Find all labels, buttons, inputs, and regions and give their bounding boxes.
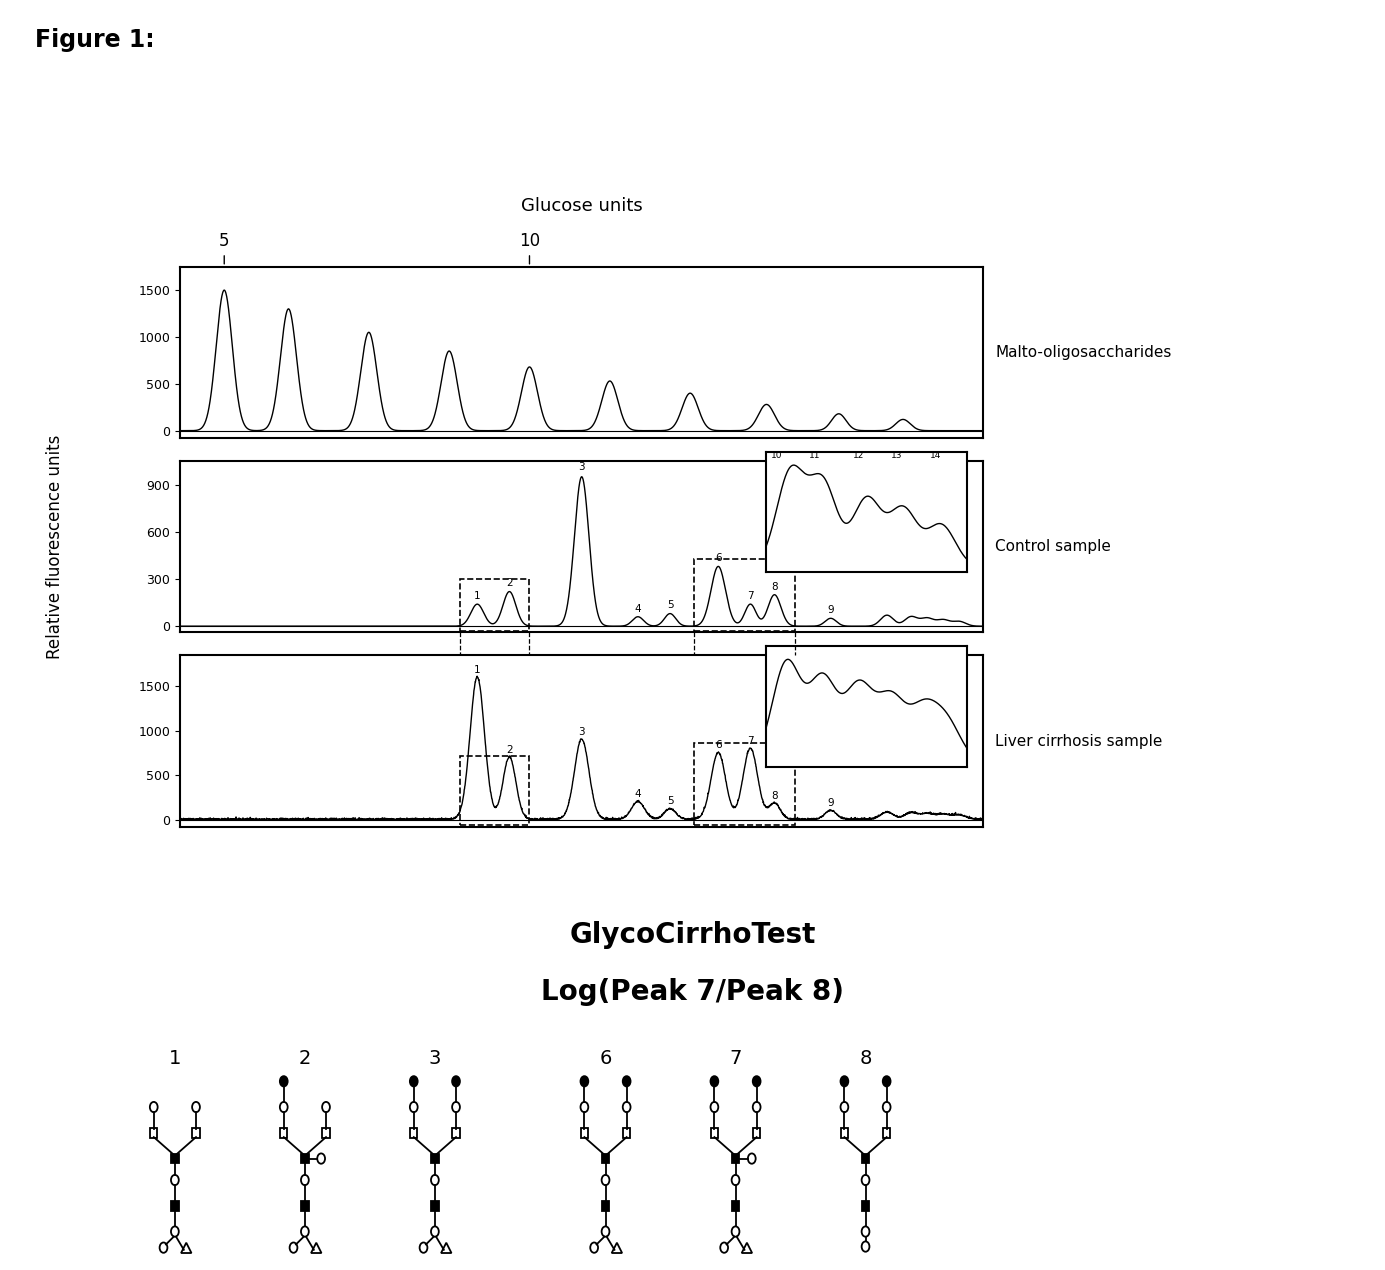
Text: 5: 5 — [666, 601, 673, 611]
Bar — [694, 559, 795, 631]
Bar — [694, 743, 795, 826]
Bar — [431, 1201, 439, 1210]
Bar — [172, 1153, 179, 1163]
Text: 8: 8 — [771, 791, 778, 801]
Text: 7: 7 — [747, 735, 753, 745]
Bar — [460, 756, 529, 826]
Bar — [623, 1128, 630, 1138]
Text: Liver cirrhosis sample: Liver cirrhosis sample — [996, 734, 1163, 748]
Text: 8: 8 — [771, 582, 778, 592]
Text: 3: 3 — [429, 1049, 440, 1068]
Text: 12: 12 — [853, 451, 864, 460]
Text: 10: 10 — [770, 451, 783, 460]
Text: Control sample: Control sample — [996, 540, 1111, 554]
Text: 7: 7 — [730, 1049, 742, 1068]
Text: 2: 2 — [299, 1049, 312, 1068]
Circle shape — [580, 1076, 589, 1086]
Text: Log(Peak 7/Peak 8): Log(Peak 7/Peak 8) — [542, 978, 843, 1006]
Text: 6: 6 — [600, 1049, 612, 1068]
Bar — [731, 1201, 740, 1210]
Text: 13: 13 — [891, 451, 903, 460]
Text: 4: 4 — [634, 603, 641, 613]
Bar — [172, 1201, 179, 1210]
Bar — [431, 1153, 439, 1163]
Bar — [193, 1128, 199, 1138]
Circle shape — [452, 1076, 460, 1086]
Text: 10: 10 — [519, 232, 540, 250]
Bar — [453, 1128, 460, 1138]
Bar — [580, 1128, 589, 1138]
Text: 8: 8 — [859, 1049, 871, 1068]
Text: 1: 1 — [169, 1049, 181, 1068]
Bar — [301, 1153, 309, 1163]
Bar — [410, 1128, 417, 1138]
Text: 6: 6 — [715, 554, 722, 564]
Bar — [731, 1153, 740, 1163]
Bar — [602, 1153, 609, 1163]
Circle shape — [711, 1076, 719, 1086]
Text: 14: 14 — [929, 451, 940, 460]
Text: Relative fluorescence units: Relative fluorescence units — [47, 434, 64, 659]
Text: 3: 3 — [579, 726, 584, 737]
Text: 7: 7 — [747, 591, 753, 601]
Text: Figure 1:: Figure 1: — [35, 28, 154, 52]
Text: 9: 9 — [827, 798, 834, 808]
Bar — [861, 1153, 870, 1163]
Bar — [841, 1128, 848, 1138]
Bar — [280, 1128, 288, 1138]
Text: 5: 5 — [219, 232, 230, 250]
Bar — [861, 1201, 870, 1210]
Bar — [602, 1201, 609, 1210]
Bar — [301, 1201, 309, 1210]
Circle shape — [623, 1076, 630, 1086]
Text: Glucose units: Glucose units — [521, 197, 643, 215]
Text: GlycoCirrhoTest: GlycoCirrhoTest — [569, 921, 816, 949]
Circle shape — [841, 1076, 848, 1086]
Circle shape — [280, 1076, 288, 1086]
Text: 3: 3 — [579, 462, 584, 472]
Bar — [753, 1128, 760, 1138]
Bar — [884, 1128, 891, 1138]
Bar — [711, 1128, 717, 1138]
Circle shape — [753, 1076, 760, 1086]
Text: 9: 9 — [827, 606, 834, 615]
Text: 6: 6 — [715, 740, 722, 751]
Text: Malto-oligosaccharides: Malto-oligosaccharides — [996, 345, 1172, 359]
Circle shape — [410, 1076, 418, 1086]
Bar — [460, 579, 529, 631]
Bar — [323, 1128, 330, 1138]
Text: 11: 11 — [809, 451, 820, 460]
Text: 1: 1 — [474, 591, 481, 601]
Text: 5: 5 — [666, 796, 673, 806]
Text: 4: 4 — [634, 789, 641, 799]
Text: 2: 2 — [506, 744, 512, 754]
Bar — [150, 1128, 158, 1138]
Text: 1: 1 — [474, 665, 481, 674]
Text: 2: 2 — [506, 578, 512, 588]
Circle shape — [882, 1076, 891, 1086]
